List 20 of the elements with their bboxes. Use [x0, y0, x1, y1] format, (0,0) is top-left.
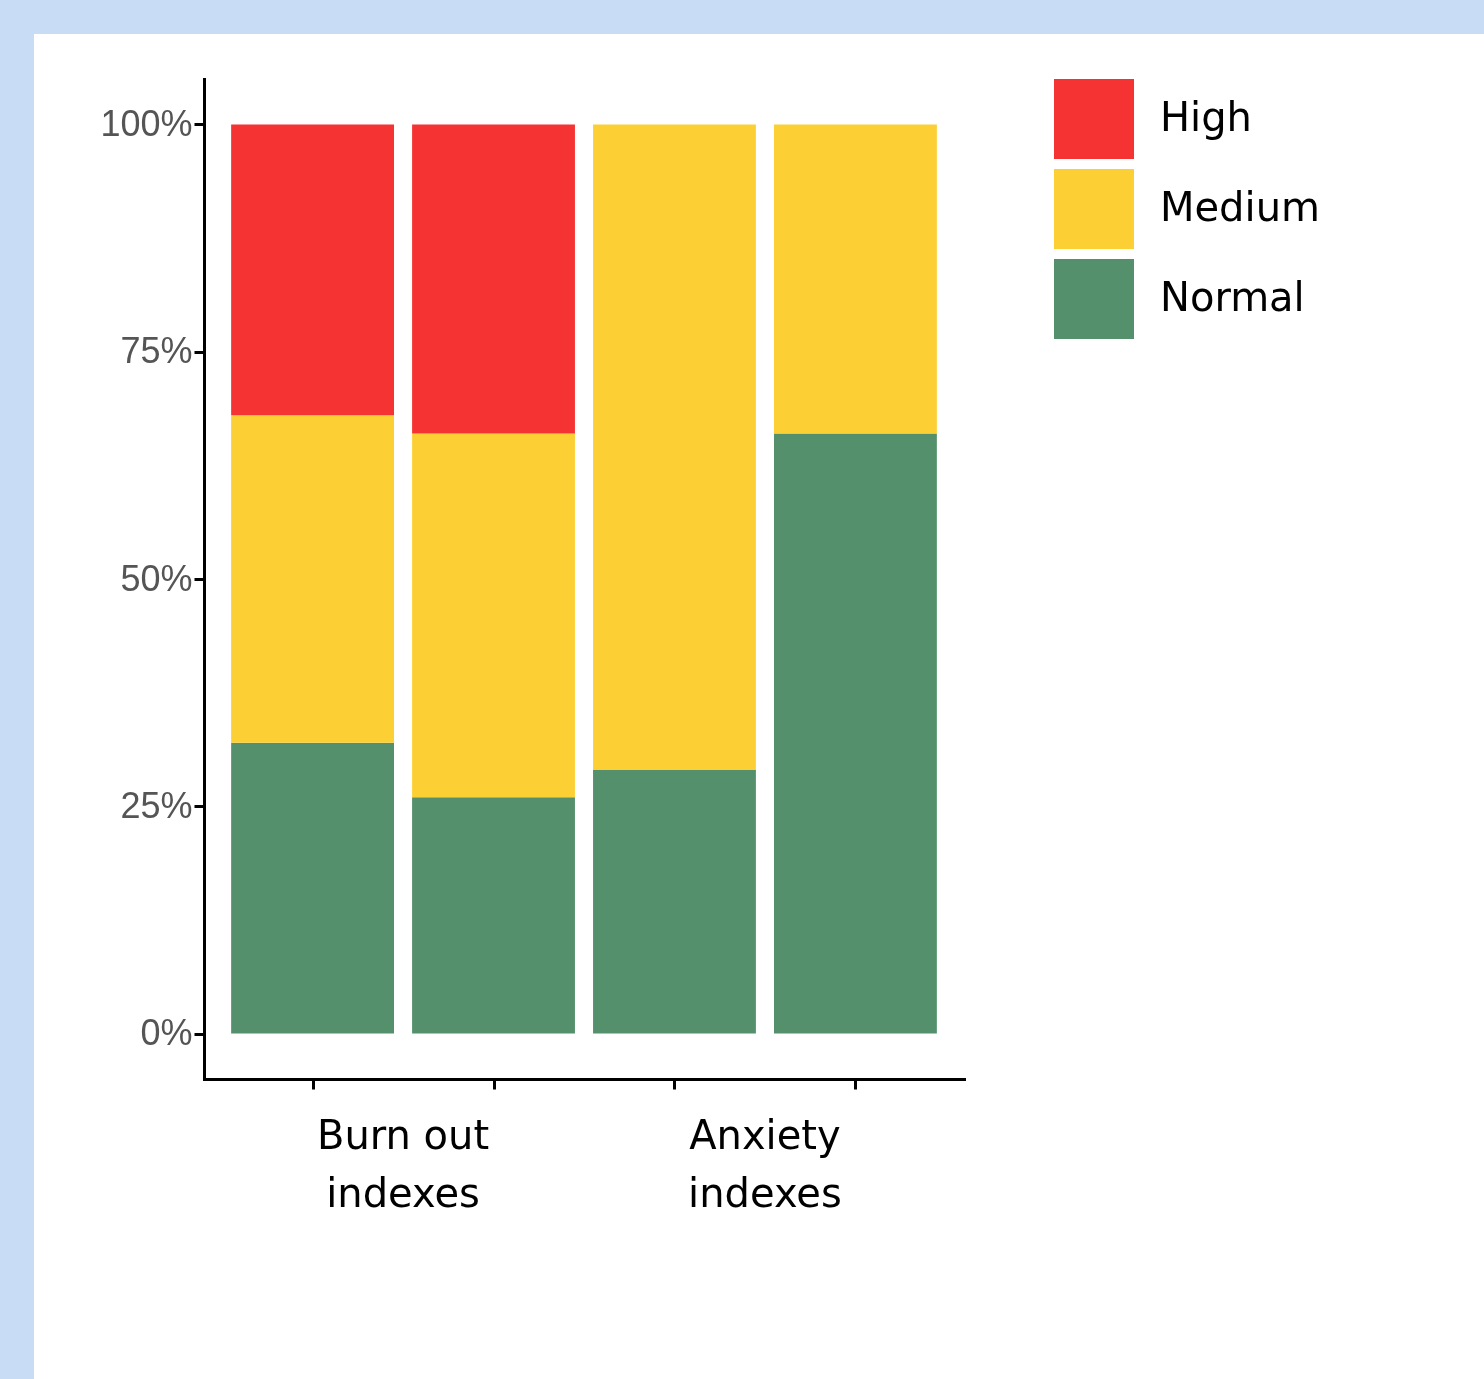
- bar: [412, 124, 575, 434]
- legend-label: Normal: [1160, 274, 1305, 320]
- bar: [412, 797, 575, 1034]
- bar: [231, 415, 394, 743]
- bar: [231, 124, 394, 416]
- y-tick-label: 0%: [140, 1012, 193, 1054]
- y-tick-label: 75%: [120, 330, 193, 372]
- legend-label: High: [1160, 94, 1252, 140]
- text: Burn out indexes: [316, 1112, 490, 1216]
- bar: [231, 742, 394, 1034]
- legend-label: Medium: [1160, 184, 1320, 230]
- text: Anxiety indexes: [688, 1112, 842, 1216]
- bar: [774, 433, 937, 1034]
- bar: [412, 433, 575, 798]
- bar: [593, 124, 756, 770]
- y-tick-label: 100%: [100, 102, 193, 144]
- y-tick-label: 25%: [120, 784, 193, 826]
- y-tick-label: 50%: [120, 557, 193, 599]
- bar: [593, 769, 756, 1034]
- bar: [774, 124, 937, 434]
